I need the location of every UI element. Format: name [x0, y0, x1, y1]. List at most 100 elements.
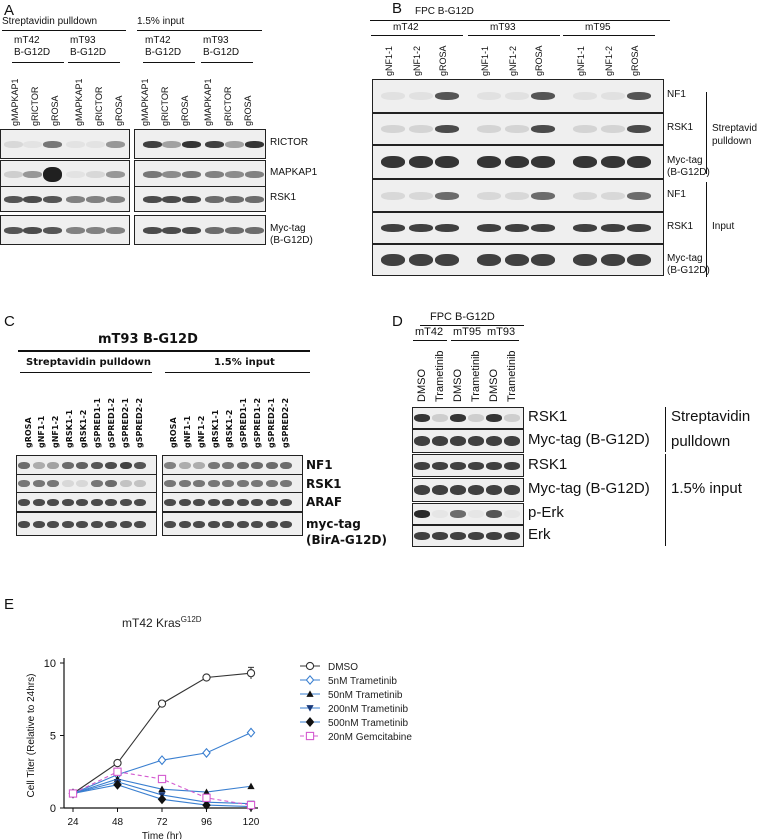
panel-a-band-r0-g1-5	[244, 140, 264, 148]
series-5-point-0	[68, 789, 78, 798]
panel-d-band-r3-1	[432, 485, 448, 495]
panel-c-band-r2-g1-4	[222, 498, 234, 506]
panel-b-band-r5-1	[409, 254, 433, 266]
panel-c-blot-nf1-0	[16, 455, 157, 475]
panel-d-lane-0: DMSO	[416, 369, 428, 402]
panel-d-band-r0-0	[414, 414, 430, 422]
panel-d-title: FPC B-G12D	[430, 311, 495, 323]
panel-c-band-r3-g1-7	[265, 520, 278, 528]
panel-a-row-label-myc: Myc-tag (B-G12D)	[270, 223, 313, 246]
panel-a-band-r0-g0-1	[22, 140, 42, 148]
panel-a-blot-myc-1	[134, 215, 266, 245]
panel-c-band-r2-g1-2	[193, 498, 205, 506]
panel-d-group-rule-1	[451, 340, 485, 341]
panel-a-band-r3-g1-2	[181, 226, 201, 234]
panel-c-band-r3-g0-6	[105, 520, 117, 528]
panel-c-band-r1-g0-2	[47, 480, 59, 487]
panel-d-bracket-1	[665, 407, 666, 452]
panel-a-row-label-rictor: RICTOR	[270, 137, 309, 148]
panel-d-title-rule	[420, 325, 524, 326]
panel-c-band-r0-g0-7	[119, 461, 132, 469]
panel-a-band-r3-g0-3	[65, 226, 85, 234]
panel-a-band-r2-g1-2	[181, 195, 201, 203]
panel-a-label: A	[4, 2, 15, 19]
panel-c-band-r2-g0-0	[18, 498, 30, 506]
panel-c-band-r2-g1-8	[280, 498, 292, 506]
panel-c-band-r1-g1-1	[178, 480, 191, 487]
legend-marker-0	[305, 661, 315, 671]
panel-b-row-label-myc-pd: Myc-tag (B-G12D)	[667, 155, 710, 178]
panel-c-band-r2-g0-6	[105, 498, 117, 506]
panel-c-band-r3-g0-3	[61, 520, 74, 528]
panel-b-row-label-rsk1-in: RSK1	[667, 221, 694, 232]
panel-b-band-r1-2	[435, 125, 459, 133]
panel-c-band-r2-g0-4	[76, 498, 88, 506]
panel-c-row-label-nf1: NF1	[306, 458, 333, 472]
panel-d-band-r1-2	[450, 436, 466, 446]
panel-d-band-r0-3	[468, 414, 484, 422]
legend-marker-5	[305, 731, 315, 741]
panel-c-blot-rsk1-0	[16, 474, 157, 493]
panel-a-band-r2-g1-3	[204, 195, 224, 203]
panel-b-label: B	[392, 0, 403, 17]
panel-b-band-r2-4	[505, 156, 529, 168]
panel-a-band-r3-g0-2	[42, 226, 62, 234]
panel-b-blot-rsk1-pd	[372, 113, 664, 145]
series-5-point-1	[113, 767, 122, 776]
legend-marker-3	[306, 705, 314, 712]
panel-c-band-r3-g1-3	[207, 520, 220, 528]
panel-d-group-rule-2	[485, 340, 519, 341]
series-0-point-2	[157, 699, 167, 708]
panel-d-group-2: mT93	[487, 326, 516, 338]
panel-c-band-r2-g1-5	[236, 498, 249, 506]
panel-a-band-r2-g0-2	[42, 195, 62, 203]
panel-b-band-r1-3	[477, 125, 501, 133]
panel-a-blot-mapkap1-1	[134, 160, 266, 188]
panel-c-group2-title: 1.5% input	[214, 357, 275, 368]
panel-a-lane-9: gMAPKAP1	[203, 78, 213, 126]
panel-d-blot-rsk1-in	[412, 454, 524, 477]
panel-a-group1-title: Streptavidin pulldown	[2, 16, 98, 27]
panel-b-band-r4-0	[381, 224, 405, 232]
panel-a-lane-5: gROSA	[114, 95, 124, 126]
panel-b-section-1: Streptavidin pulldown	[712, 123, 757, 147]
x-tick-label-4: 120	[243, 817, 260, 828]
legend-marker-4	[305, 717, 315, 727]
panel-b-lane-3: gNF1-1	[480, 45, 490, 76]
panel-b-band-r1-4	[505, 125, 529, 133]
panel-c-band-r2-g1-7	[265, 498, 278, 506]
panel-a-band-r2-g1-1	[161, 195, 181, 203]
panel-c-group1-rule	[20, 372, 152, 373]
panel-c-lane-14: gSPRED1-1	[239, 397, 248, 448]
panel-c-band-r2-g1-3	[207, 498, 220, 506]
y-tick-label-2: 10	[44, 658, 56, 670]
panel-a-band-r1-g0-5	[105, 170, 125, 178]
panel-c-blot-figure: mT93 B-G12D Streptavidin pulldown 1.5% inp…	[0, 310, 387, 590]
panel-a-band-r0-g1-2	[181, 140, 201, 148]
panel-c-band-r3-g0-4	[76, 520, 88, 528]
panel-c-band-r1-g0-1	[32, 480, 45, 487]
panel-a-lane-1: gRICTOR	[30, 86, 40, 126]
panel-d-row-label-myc-pd: Myc-tag (B-G12D)	[528, 431, 650, 448]
panel-b-blot-nf1-in	[372, 179, 664, 212]
panel-c-lane-0: gROSA	[24, 417, 33, 448]
panel-a-lane-8: gROSA	[180, 95, 190, 126]
legend-label-0: DMSO	[328, 662, 358, 673]
panel-b-band-r3-1	[409, 191, 433, 200]
panel-a-band-r2-g0-1	[22, 195, 42, 203]
panel-c-band-r1-g0-7	[119, 480, 132, 487]
panel-b-group-0: mT42	[393, 22, 419, 33]
panel-b-band-r2-8	[627, 156, 651, 168]
panel-a-band-r0-g1-0	[142, 140, 162, 148]
panel-c-band-r1-g1-8	[280, 480, 292, 487]
panel-d-row-label-perk: p-Erk	[528, 504, 564, 521]
panel-a-band-r0-g0-0	[3, 140, 23, 148]
panel-b-row-label-nf1-pd: NF1	[667, 89, 686, 100]
panel-b-band-r3-0	[381, 191, 405, 200]
panel-c-band-r1-g1-6	[251, 480, 263, 487]
panel-b-band-r0-7	[601, 92, 625, 100]
panel-b-band-r2-6	[573, 156, 597, 168]
panel-a-row-label-mapkap1: MAPKAP1	[270, 167, 318, 178]
panel-b-section-2: Input	[712, 221, 735, 232]
panel-a-band-r1-g1-0	[142, 170, 162, 178]
